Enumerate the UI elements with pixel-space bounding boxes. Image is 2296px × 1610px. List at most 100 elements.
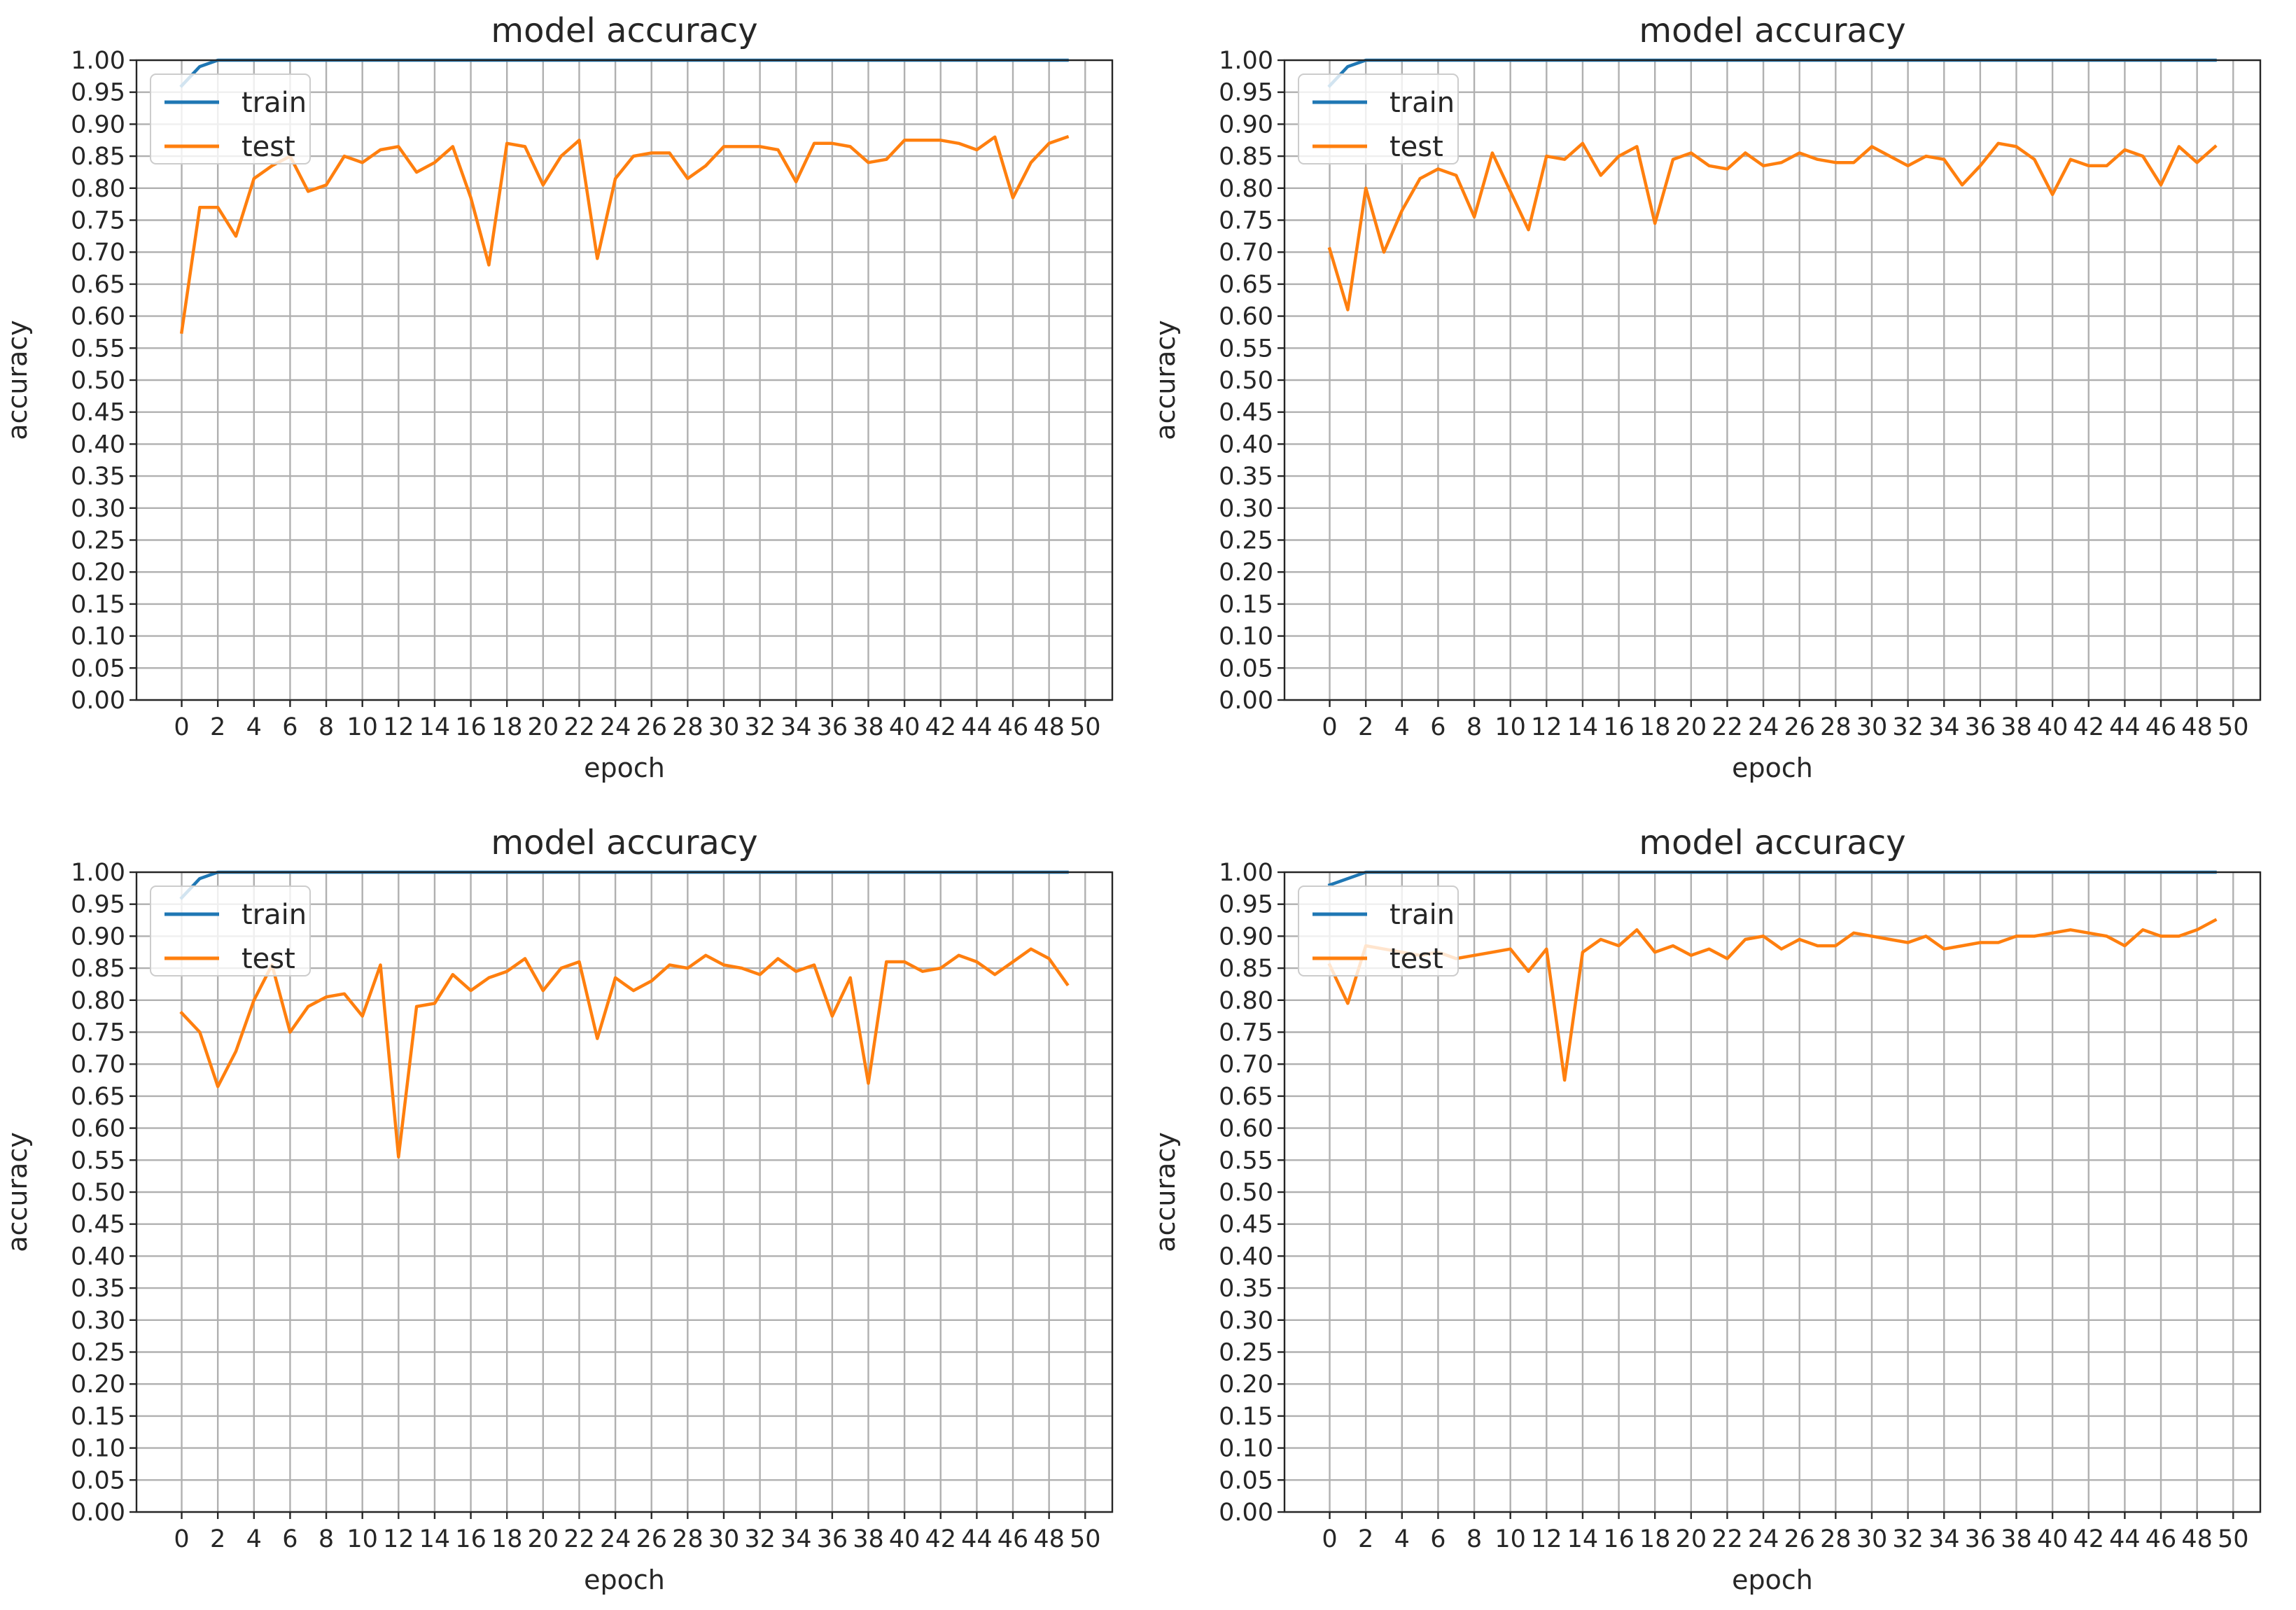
x-tick-label: 50 bbox=[1070, 713, 1101, 741]
y-tick-label: 0.60 bbox=[71, 303, 125, 331]
x-tick-label: 12 bbox=[1531, 1525, 1562, 1553]
y-tick-label: 0.50 bbox=[1219, 367, 1273, 395]
x-tick-label: 20 bbox=[528, 1525, 559, 1553]
y-tick-label: 0.20 bbox=[1219, 1371, 1273, 1399]
x-tick-label: 30 bbox=[1856, 1525, 1888, 1553]
x-tick-label: 44 bbox=[961, 713, 993, 741]
x-tick-label: 32 bbox=[1892, 1525, 1924, 1553]
x-tick-label: 24 bbox=[600, 713, 631, 741]
y-tick-label: 0.25 bbox=[71, 527, 125, 555]
y-tick-label: 0.05 bbox=[1219, 654, 1273, 682]
y-tick-label: 1.00 bbox=[1219, 859, 1273, 887]
chart-title: model accuracy bbox=[491, 823, 757, 862]
y-tick-label: 0.30 bbox=[71, 495, 125, 523]
x-tick-label: 48 bbox=[1033, 1525, 1065, 1553]
x-tick-label: 4 bbox=[246, 1525, 262, 1553]
x-tick-label: 12 bbox=[383, 1525, 414, 1553]
x-tick-label: 0 bbox=[174, 713, 189, 741]
y-tick-label: 0.25 bbox=[1219, 527, 1273, 555]
x-axis-label: epoch bbox=[584, 752, 665, 783]
x-axis-label: epoch bbox=[584, 1564, 665, 1595]
x-tick-label: 4 bbox=[1394, 713, 1410, 741]
y-tick-label: 0.00 bbox=[1219, 687, 1273, 715]
series-line-test bbox=[1327, 918, 2218, 1082]
grid bbox=[136, 871, 1112, 1513]
grid bbox=[1284, 59, 2260, 701]
x-tick-label: 2 bbox=[210, 1525, 225, 1553]
x-tick-label: 44 bbox=[961, 1525, 993, 1553]
x-tick-label: 22 bbox=[564, 1525, 595, 1553]
x-tick-label: 40 bbox=[2037, 1525, 2068, 1553]
chart-title: model accuracy bbox=[1639, 823, 1905, 862]
y-tick-label: 0.20 bbox=[1219, 559, 1273, 587]
y-axis-label: accuracy bbox=[1150, 1132, 1181, 1252]
x-tick-label: 10 bbox=[346, 713, 378, 741]
x-tick-label: 28 bbox=[1820, 1525, 1851, 1553]
x-tick-label: 32 bbox=[744, 713, 776, 741]
x-tick-label: 28 bbox=[1820, 713, 1851, 741]
y-tick-label: 0.80 bbox=[1219, 987, 1273, 1015]
y-axis-label: accuracy bbox=[2, 320, 33, 440]
y-tick-label: 0.70 bbox=[1219, 1051, 1273, 1079]
y-tick-label: 0.55 bbox=[1219, 335, 1273, 363]
y-tick-label: 0.75 bbox=[1219, 207, 1273, 235]
series-line-test bbox=[1327, 141, 2218, 312]
x-tick-label: 18 bbox=[491, 713, 523, 741]
y-tick-label: 0.75 bbox=[71, 1019, 125, 1047]
legend-label-test: test bbox=[241, 943, 295, 975]
x-tick-label: 24 bbox=[1748, 1525, 1779, 1553]
y-tick-label: 0.95 bbox=[71, 79, 125, 107]
x-tick-label: 44 bbox=[2109, 713, 2141, 741]
series-line-test bbox=[179, 947, 1070, 1158]
x-axis-label: epoch bbox=[1732, 1564, 1813, 1595]
x-tick-label: 0 bbox=[1322, 713, 1337, 741]
y-tick-label: 0.55 bbox=[71, 335, 125, 363]
y-tick-label: 0.70 bbox=[71, 1051, 125, 1079]
legend: train test bbox=[1298, 74, 1459, 164]
x-tick-label: 48 bbox=[1033, 713, 1065, 741]
y-tick-label: 0.25 bbox=[1219, 1339, 1273, 1367]
x-tick-label: 6 bbox=[282, 1525, 298, 1553]
y-tick-label: 0.00 bbox=[71, 1499, 125, 1527]
y-tick-label: 0.85 bbox=[1219, 143, 1273, 171]
legend-label-train: train bbox=[241, 87, 307, 119]
x-tick-label: 44 bbox=[2109, 1525, 2141, 1553]
x-tick-label: 16 bbox=[1603, 713, 1634, 741]
legend-label-train: train bbox=[1390, 87, 1455, 119]
chart-title: model accuracy bbox=[491, 11, 757, 50]
y-tick-label: 0.90 bbox=[71, 923, 125, 951]
x-tick-label: 42 bbox=[2073, 713, 2104, 741]
x-tick-label: 36 bbox=[817, 1525, 848, 1553]
x-tick-label: 38 bbox=[2001, 713, 2032, 741]
x-axis-label: epoch bbox=[1732, 752, 1813, 783]
x-tick-label: 12 bbox=[1531, 713, 1562, 741]
x-tick-label: 34 bbox=[780, 713, 812, 741]
legend: train test bbox=[150, 74, 311, 164]
x-tick-label: 22 bbox=[564, 713, 595, 741]
y-tick-label: 0.40 bbox=[1219, 430, 1273, 458]
y-tick-label: 0.25 bbox=[71, 1339, 125, 1367]
y-tick-label: 0.15 bbox=[1219, 1403, 1273, 1431]
x-tick-label: 6 bbox=[282, 713, 298, 741]
x-tick-label: 26 bbox=[636, 713, 667, 741]
y-tick-label: 0.05 bbox=[71, 654, 125, 682]
legend: train test bbox=[1298, 886, 1459, 976]
x-tick-label: 32 bbox=[744, 1525, 776, 1553]
y-tick-label: 0.35 bbox=[71, 1275, 125, 1303]
x-tick-label: 2 bbox=[1358, 1525, 1373, 1553]
x-tick-label: 4 bbox=[246, 713, 262, 741]
y-tick-label: 0.80 bbox=[71, 987, 125, 1015]
y-tick-label: 0.80 bbox=[1219, 175, 1273, 203]
x-tick-label: 38 bbox=[853, 1525, 884, 1553]
y-tick-label: 0.85 bbox=[71, 955, 125, 983]
x-tick-label: 32 bbox=[1892, 713, 1924, 741]
legend-box bbox=[150, 886, 311, 976]
y-tick-label: 0.70 bbox=[1219, 239, 1273, 267]
x-tick-label: 30 bbox=[1856, 713, 1888, 741]
x-tick-label: 20 bbox=[1676, 1525, 1707, 1553]
chart-panel-bottom-left: 0 2 4 6 8 10 12 14 16 18 20 22 24 26 28 30 32 34 36 38 40 42 4… bbox=[2, 823, 1114, 1595]
y-tick-label: 0.10 bbox=[1219, 623, 1273, 651]
y-tick-label: 0.15 bbox=[71, 591, 125, 619]
series-line-test bbox=[179, 134, 1070, 335]
